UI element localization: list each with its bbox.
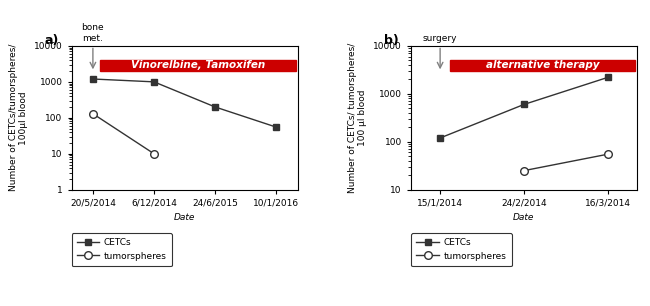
Bar <box>100 60 296 71</box>
Line: CETCs: CETCs <box>90 76 280 130</box>
Line: tumorspheres: tumorspheres <box>520 151 612 174</box>
CETCs <box>436 136 444 140</box>
CETCs <box>604 76 612 79</box>
CETCs <box>520 103 528 106</box>
Text: Vinorelbine, Tamoxifen: Vinorelbine, Tamoxifen <box>131 60 265 70</box>
tumorspheres <box>604 152 612 156</box>
CETCs <box>89 77 97 81</box>
X-axis label: Date: Date <box>174 213 195 222</box>
X-axis label: Date: Date <box>514 213 534 222</box>
Line: tumorspheres: tumorspheres <box>89 110 158 158</box>
Text: a): a) <box>44 34 58 47</box>
Text: surgery: surgery <box>423 34 458 43</box>
Legend: CETCs, tumorspheres: CETCs, tumorspheres <box>411 233 512 267</box>
Y-axis label: Number of CETCs/ tumorspheres/
100 μl blood: Number of CETCs/ tumorspheres/ 100 μl bl… <box>348 43 367 193</box>
tumorspheres <box>89 112 97 116</box>
tumorspheres <box>520 169 528 173</box>
Text: b): b) <box>384 34 398 47</box>
CETCs <box>150 80 158 84</box>
Y-axis label: Number of CETCs/tumorspheres/
100μl blood: Number of CETCs/tumorspheres/ 100μl bloo… <box>8 44 28 192</box>
CETCs <box>272 125 280 129</box>
Text: bone
met.: bone met. <box>82 23 104 43</box>
CETCs <box>211 105 219 109</box>
Text: alternative therapy: alternative therapy <box>486 60 599 70</box>
Line: CETCs: CETCs <box>437 74 611 141</box>
Bar <box>450 60 635 71</box>
Legend: CETCs, tumorspheres: CETCs, tumorspheres <box>72 233 172 267</box>
tumorspheres <box>150 152 158 156</box>
